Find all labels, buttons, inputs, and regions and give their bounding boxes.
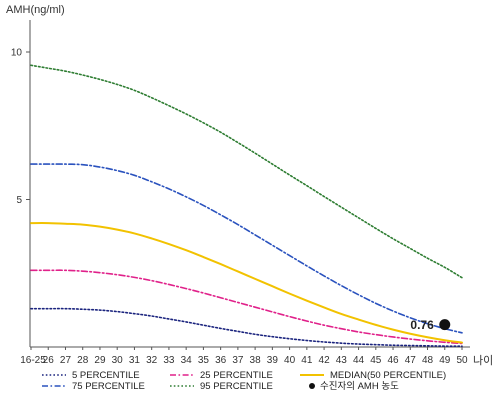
legend-label-25-percentile: 25 PERCENTILE [200, 370, 273, 381]
x-tick-label: 45 [370, 355, 382, 366]
series-line-25-percentile [30, 269, 463, 345]
legend-label-95-percentile: 95 PERCENTILE [200, 381, 273, 392]
series-line-5-percentile [30, 307, 463, 347]
x-tick-label: 31 [129, 355, 141, 366]
x-tick-label: 30 [112, 355, 124, 366]
x-tick-label: 42 [319, 355, 331, 366]
legend: 5 PERCENTILE 25 PERCENTILE MEDIAN(50 PERCE… [42, 370, 446, 392]
patient-point-layer: 0.76 [410, 318, 451, 332]
x-tick-label: 33 [163, 355, 175, 366]
x-tick-label: 46 [387, 355, 399, 366]
y-tick-label: 5 [16, 195, 22, 206]
series-line-95-percentile [30, 64, 463, 279]
x-tick-label: 44 [353, 355, 365, 366]
x-tick-label: 50 [456, 355, 468, 366]
series-line-median-50-percentile [30, 222, 463, 344]
patient-amh-value-label: 0.76 [410, 318, 434, 332]
x-tick-label: 49 [439, 355, 451, 366]
x-tick-label: 48 [422, 355, 434, 366]
x-tick-label: 26 [43, 355, 55, 366]
x-tick-label: 39 [267, 355, 279, 366]
y-axis-title: AMH(ng/ml) [6, 4, 65, 16]
x-axis-title: 나이 [473, 354, 493, 367]
series-line-75-percentile [30, 163, 463, 334]
legend-label-patient-point: 수진자의 AMH 농도 [320, 381, 399, 392]
legend-label-median-50-percentile: MEDIAN(50 PERCENTILE) [330, 370, 446, 381]
x-tick-label: 28 [77, 355, 89, 366]
x-tick-label: 40 [284, 355, 296, 366]
patient-amh-point [439, 319, 451, 331]
legend-swatch-patient-point [309, 383, 315, 389]
x-tick-label: 32 [146, 355, 158, 366]
x-tick-label: 34 [181, 355, 193, 366]
series-layer [30, 64, 463, 347]
x-tick-label: 27 [60, 355, 72, 366]
y-tick-label: 10 [11, 48, 23, 59]
x-tick-label: 38 [250, 355, 262, 366]
x-tick-label: 16-25 [20, 355, 46, 366]
x-tick-label: 35 [198, 355, 210, 366]
x-tick-label: 41 [301, 355, 313, 366]
legend-label-75-percentile: 75 PERCENTILE [72, 381, 145, 392]
x-tick-label: 47 [405, 355, 417, 366]
legend-label-5-percentile: 5 PERCENTILE [72, 370, 140, 381]
x-tick-label: 37 [232, 355, 244, 366]
x-tick-label: 43 [336, 355, 348, 366]
x-tick-label: 36 [215, 355, 227, 366]
x-tick-label: 29 [94, 355, 106, 366]
